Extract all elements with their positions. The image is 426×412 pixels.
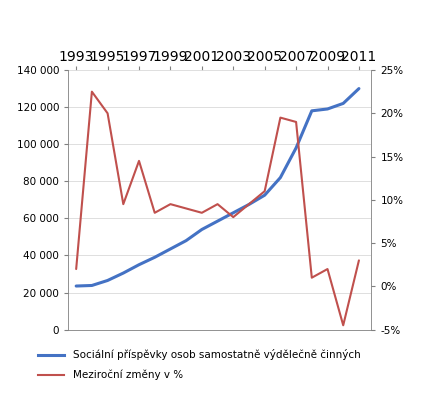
- Legend: Sociální příspěvky osob samostatně výdělečně činných, Meziroční změny v %: Sociální příspěvky osob samostatně výděl…: [34, 345, 364, 384]
